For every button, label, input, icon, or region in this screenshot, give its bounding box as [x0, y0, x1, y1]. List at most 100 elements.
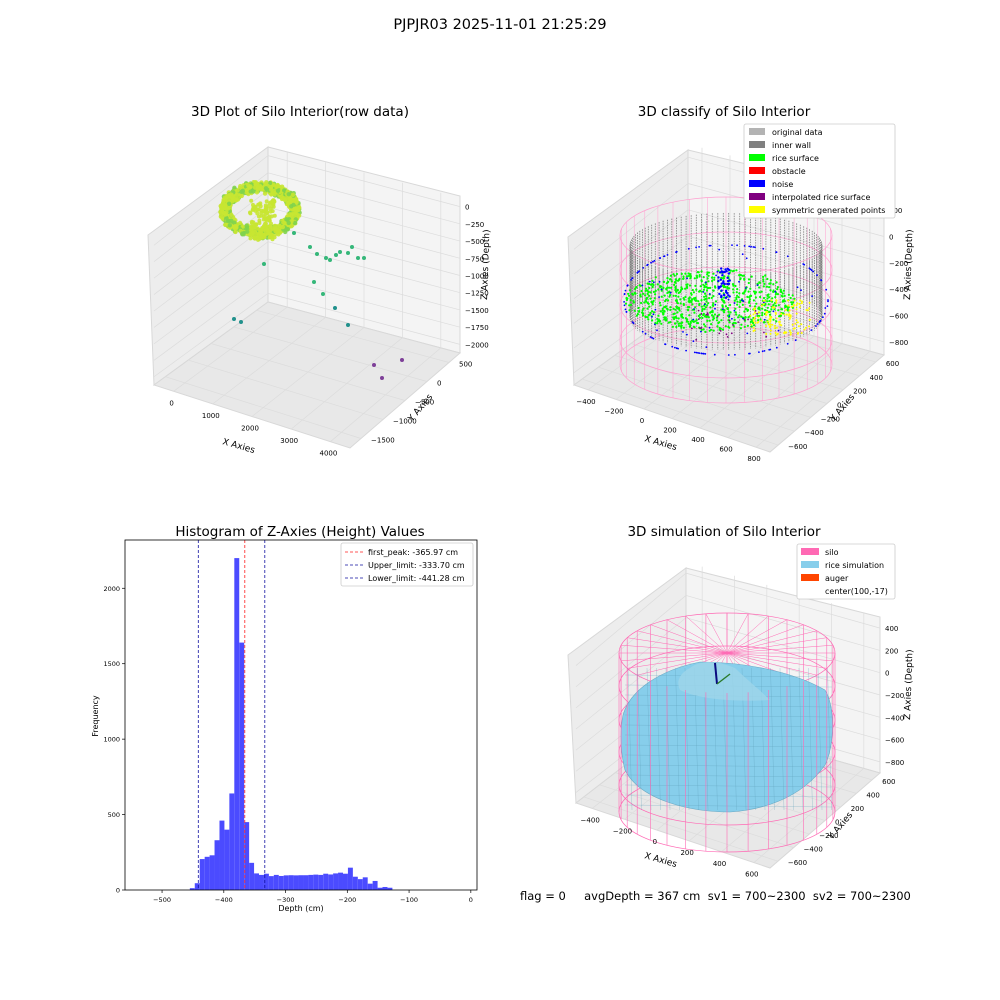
p2-noise-point: [722, 280, 725, 283]
p2-rice-surface-point: [749, 320, 752, 324]
p1-xtick: 0: [169, 399, 173, 407]
p1-surface-point: [253, 223, 257, 228]
p3-bar: [229, 793, 235, 890]
p2-symmetric-point: [793, 304, 796, 306]
p1-scatter-point: [315, 252, 319, 256]
p2-interpolated-point: [706, 312, 709, 315]
p2-rice-surface-point: [720, 276, 723, 279]
p2-noise-point: [827, 300, 829, 303]
p2-ytick: −400: [804, 429, 823, 437]
p2-rice-surface-point: [669, 294, 672, 297]
p2-rice-surface-point: [746, 324, 750, 327]
p2-rice-surface-point: [768, 282, 772, 285]
p2-xtick: 800: [747, 455, 760, 463]
p2-symmetric-point: [779, 323, 782, 326]
p2-rice-surface-point: [699, 285, 702, 288]
p1-ytick: −500: [415, 399, 434, 407]
p2-rice-surface-point: [712, 272, 715, 275]
p2-symmetric-point: [783, 332, 785, 334]
p4-ytick: 0: [835, 819, 839, 827]
p2-rice-surface-point: [695, 274, 699, 278]
p1-surface-point: [233, 229, 238, 235]
p1-surface-point: [234, 197, 239, 202]
p2-rice-surface-point: [702, 313, 705, 317]
p2-rice-surface-point: [789, 296, 792, 300]
p2-rice-surface-point: [738, 292, 741, 295]
p2-rice-surface-point: [751, 321, 755, 325]
p2-rice-surface-point: [697, 300, 700, 303]
p2-rice-surface-point: [772, 283, 775, 286]
p2-symmetric-point: [789, 314, 792, 317]
p2-rice-surface-point: [661, 309, 664, 312]
p2-rice-surface-point: [742, 292, 745, 295]
p1-grid-z2: [153, 189, 269, 279]
p4-silo-top-spoke: [726, 624, 804, 654]
p3-bar: [347, 867, 353, 890]
p2-noise-point: [803, 263, 806, 266]
p2-symmetric-point: [787, 299, 790, 302]
p4-rice-mesh-h: [624, 764, 833, 768]
p2-xtick: 0: [640, 417, 644, 425]
p2-noise-point: [702, 352, 705, 355]
p2-noise-point: [709, 244, 712, 247]
p2-rice-surface-point: [633, 309, 636, 312]
p2-rice-surface-point: [628, 309, 631, 312]
p2-rice-surface-point: [662, 280, 666, 283]
p2-xtick: 600: [719, 446, 732, 454]
p2-legend-label: obstacle: [772, 167, 806, 176]
p4-silo-top-spoke: [666, 619, 728, 654]
p2-noise-point: [775, 346, 778, 349]
p2-noise-point: [654, 323, 656, 326]
p2-noise-point: [705, 346, 708, 348]
p1-gridlines: [153, 152, 461, 442]
p2-rice-surface-point: [686, 320, 690, 323]
p2-noise-point: [718, 248, 721, 251]
p2-rice-surface-point: [706, 273, 709, 276]
p1-ztick: −1750: [465, 324, 489, 332]
p2-rice-surface-point: [686, 318, 689, 321]
p2-rice-surface-point: [766, 297, 769, 300]
p2-rice-surface-point: [677, 324, 681, 327]
p2-rice-surface-point: [664, 319, 668, 322]
p1-scatter-point: [333, 306, 337, 310]
p2-rice-surface-point: [747, 278, 751, 281]
p2-rice-surface-point: [792, 301, 795, 304]
p2-xlabel: X Axies: [643, 434, 678, 453]
p2-rice-surface-point: [689, 277, 692, 280]
panel3-histogram: −500 −400 −300 −200 −100 0 0 500 1000 1500 2000 De…: [91, 539, 478, 913]
p2-interpolated-point: [747, 318, 749, 321]
p4-legend-swatch: [801, 548, 819, 555]
p2-noise-point: [736, 244, 738, 247]
p2-noise-point: [623, 304, 626, 307]
p2-legend-swatch: [749, 154, 765, 161]
p3-xtick-label: −200: [338, 896, 356, 904]
p2-rice-surface-point: [758, 291, 761, 294]
p1-scatter-point: [308, 245, 312, 249]
p1-surface-point: [265, 211, 270, 216]
p1-points: [218, 180, 404, 380]
p2-rice-surface-point: [676, 289, 679, 292]
p2-noise-point: [727, 298, 730, 301]
p2-noise-point: [659, 257, 661, 259]
p2-legend-label: inner wall: [772, 141, 811, 150]
p3-bar: [313, 874, 319, 890]
p2-noise-point: [741, 299, 743, 302]
p1-grid-z2: [153, 258, 269, 345]
p2-rice-surface-point: [664, 300, 667, 303]
p2-noise-point: [825, 288, 828, 291]
p2-symmetric-point: [749, 314, 752, 317]
p2-rice-surface-point: [624, 302, 628, 305]
p2-noise-point: [754, 246, 756, 249]
p2-rice-surface-point: [712, 317, 716, 320]
p2-rice-surface-point: [714, 300, 718, 303]
p1-surface-point: [253, 204, 258, 209]
p1-scatter-point: [328, 258, 332, 262]
p2-noise-point: [720, 295, 723, 299]
p1-surface-point: [261, 217, 266, 222]
p2-symmetric-point: [768, 315, 771, 318]
p2-noise-point: [714, 303, 717, 306]
p4-xtick: −400: [581, 816, 600, 824]
p2-rice-surface-point: [728, 321, 731, 324]
p2-rice-surface-point: [677, 278, 681, 282]
p4-legend: silo rice simulation auger center(100,-17): [796, 543, 896, 600]
